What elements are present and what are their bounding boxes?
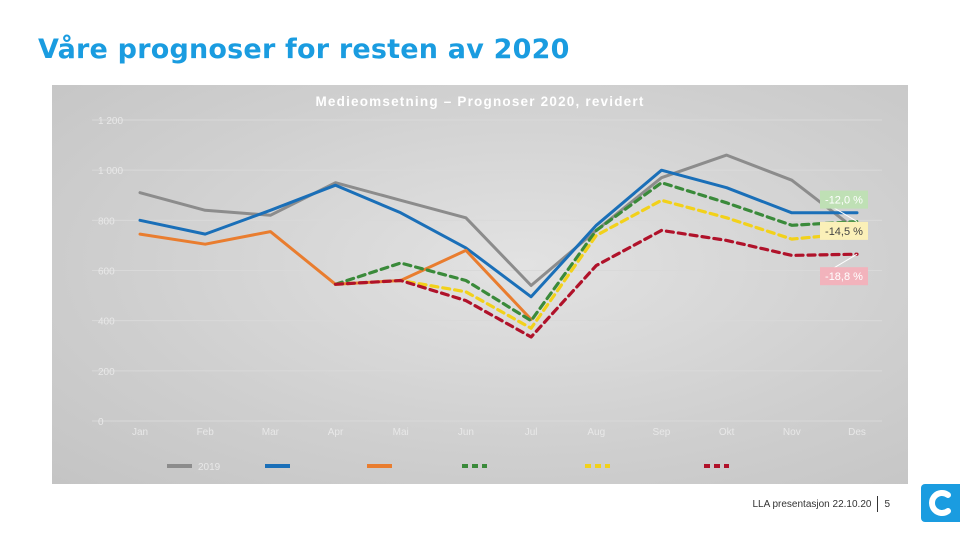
footer: LLA presentasjon 22.10.20 5 bbox=[752, 496, 890, 512]
x-tick-label: Aug bbox=[587, 427, 605, 438]
chart-panel: 0 200 400 600 800 1 000 1 200 Jan Feb Mar Apr Mai Ju… bbox=[52, 85, 908, 484]
annotation-box bbox=[820, 267, 868, 286]
x-tick-label: Jun bbox=[458, 427, 474, 438]
x-tick-label: Feb bbox=[197, 427, 215, 438]
series-line bbox=[333, 228, 859, 339]
legend-label: 2019 bbox=[198, 462, 221, 473]
x-tick-label: Okt bbox=[719, 427, 735, 438]
x-tick-label: Apr bbox=[328, 427, 344, 438]
y-tick-label: 1 200 bbox=[98, 116, 123, 127]
series-3 bbox=[333, 181, 859, 323]
series-line bbox=[138, 168, 859, 299]
y-tick-label: 1 000 bbox=[98, 166, 123, 177]
x-tick-label: Sep bbox=[653, 427, 671, 438]
slide-title: Våre prognoser for resten av 2020 bbox=[38, 34, 570, 65]
series-line bbox=[333, 181, 859, 323]
y-tick-label: 600 bbox=[98, 267, 115, 278]
series-2 bbox=[138, 230, 533, 321]
x-tick-label: Des bbox=[848, 427, 866, 438]
annotation-box bbox=[820, 221, 868, 240]
footer-divider bbox=[877, 496, 879, 512]
series-line bbox=[138, 230, 533, 321]
y-tick-label: 0 bbox=[98, 417, 104, 428]
company-logo-icon bbox=[921, 484, 960, 522]
annotation-box bbox=[820, 190, 868, 209]
annotation-label: -18,8 % bbox=[825, 271, 863, 283]
annotation-layer: -12,0 % -14,5 % -18,8 % bbox=[819, 190, 868, 286]
x-tick-label: Nov bbox=[783, 427, 801, 438]
tick-layer: 0 200 400 600 800 1 000 1 200 Jan Feb Mar Apr Mai Ju… bbox=[98, 116, 866, 438]
series-5 bbox=[333, 228, 859, 339]
chart-title: Medieomsetning – Prognoser 2020, revider… bbox=[315, 94, 644, 109]
series-line bbox=[333, 198, 859, 330]
line-chart: 0 200 400 600 800 1 000 1 200 Jan Feb Mar Apr Mai Ju… bbox=[92, 94, 882, 473]
annotation-label: -14,5 % bbox=[825, 226, 863, 238]
y-tick-label: 800 bbox=[98, 216, 115, 227]
series-1 bbox=[138, 168, 859, 299]
x-tick-label: Jul bbox=[525, 427, 538, 438]
x-tick-label: Jan bbox=[132, 427, 148, 438]
page-number: 5 bbox=[884, 498, 890, 510]
x-tick-label: Mai bbox=[393, 427, 409, 438]
grid-layer bbox=[92, 119, 882, 422]
series-layer bbox=[138, 153, 859, 339]
legend-layer: 2019 bbox=[167, 462, 729, 473]
y-tick-label: 400 bbox=[98, 317, 115, 328]
annotation-label: -12,0 % bbox=[825, 195, 863, 207]
y-tick-label: 200 bbox=[98, 367, 115, 378]
series-4 bbox=[333, 198, 859, 330]
footer-text: LLA presentasjon 22.10.20 bbox=[752, 498, 872, 510]
x-tick-label: Mar bbox=[262, 427, 280, 438]
